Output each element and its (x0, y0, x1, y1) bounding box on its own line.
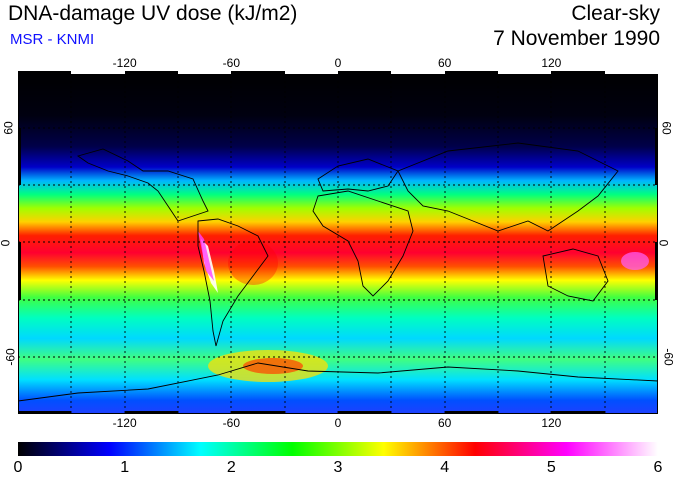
lat-tick-left: 60 (1, 121, 16, 135)
lon-tick-top: -60 (222, 56, 240, 70)
gridlines (18, 71, 658, 414)
credit-label: MSR - KNMI (10, 31, 95, 48)
colorbar-label: 0 (13, 459, 23, 476)
lon-tick-top: 60 (437, 56, 452, 70)
lon-tick-bottom: -120 (112, 416, 137, 430)
south-america-outline (197, 218, 269, 347)
brazil-high-zone (228, 241, 278, 285)
colorbar-label: 2 (226, 459, 236, 476)
lon-tick-bottom: 0 (334, 416, 342, 430)
lon-tick-top: 0 (334, 56, 342, 70)
map-title: DNA-damage UV dose (kJ/m2) (8, 2, 298, 25)
lon-tick-bottom: 120 (541, 416, 562, 430)
colorbar-label: 3 (333, 459, 343, 476)
colorbar-label: 1 (120, 459, 130, 476)
africa-outline (312, 190, 414, 297)
colorbar (18, 442, 658, 456)
asia-outline (397, 142, 619, 232)
pacific-high-zone (621, 252, 649, 270)
lat-tick-left: -60 (3, 348, 18, 366)
lat-tick-right: 0 (656, 239, 671, 246)
lon-tick-top: 120 (541, 56, 562, 70)
colorbar-label: 4 (440, 459, 450, 476)
lon-tick-bottom: 60 (437, 416, 452, 430)
lat-tick-right: -60 (661, 348, 676, 366)
colorbar-label: 5 (546, 459, 556, 476)
antarctica-outline (18, 362, 658, 402)
colorbar-label: 6 (653, 459, 663, 476)
europe-outline (317, 158, 399, 192)
colorbar-gradient (18, 442, 658, 456)
andes-high (198, 231, 214, 281)
sky-condition: Clear-sky (571, 2, 660, 25)
lon-tick-top: -120 (112, 56, 137, 70)
uv-dose-map (18, 71, 658, 414)
lon-tick-bottom: -60 (222, 416, 240, 430)
map-border (18, 71, 658, 414)
lat-tick-left: 0 (0, 239, 12, 246)
map-date: 7 November 1990 (493, 27, 660, 50)
lat-tick-right: 60 (659, 121, 674, 135)
north-america-outline (76, 148, 209, 222)
antarctic-peak-zone (243, 358, 303, 374)
